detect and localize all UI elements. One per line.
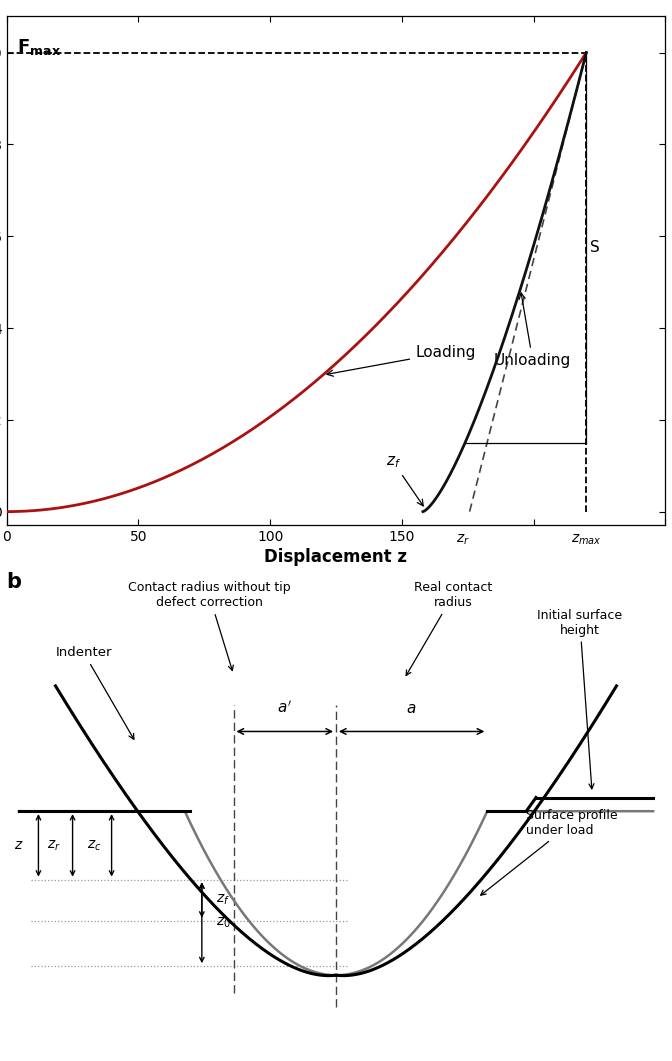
Text: b: b bbox=[7, 572, 22, 592]
Text: Surface profile
under load: Surface profile under load bbox=[480, 808, 618, 895]
Text: Indenter: Indenter bbox=[56, 646, 134, 740]
Text: $z_c$: $z_c$ bbox=[87, 838, 102, 853]
Text: $z_f$: $z_f$ bbox=[386, 455, 423, 506]
Text: $a$: $a$ bbox=[407, 700, 417, 715]
Text: Loading: Loading bbox=[327, 345, 475, 377]
Text: $z_0$: $z_0$ bbox=[216, 916, 231, 930]
Text: z: z bbox=[14, 838, 22, 852]
Text: Real contact
radius: Real contact radius bbox=[406, 581, 492, 676]
Text: $z_r$: $z_r$ bbox=[46, 838, 60, 853]
Text: $\mathbf{F_{max}}$: $\mathbf{F_{max}}$ bbox=[17, 36, 61, 56]
Text: Contact radius without tip
defect correction: Contact radius without tip defect correc… bbox=[128, 581, 290, 671]
X-axis label: Displacement z: Displacement z bbox=[265, 549, 407, 567]
Text: Unloading: Unloading bbox=[494, 293, 571, 368]
Text: $z_{max}$: $z_{max}$ bbox=[571, 533, 601, 546]
Text: $z_f$: $z_f$ bbox=[216, 893, 230, 907]
Text: S: S bbox=[590, 240, 600, 256]
Text: $z_r$: $z_r$ bbox=[456, 533, 469, 546]
Text: $a'$: $a'$ bbox=[278, 699, 292, 715]
Text: Initial surface
height: Initial surface height bbox=[538, 609, 622, 788]
